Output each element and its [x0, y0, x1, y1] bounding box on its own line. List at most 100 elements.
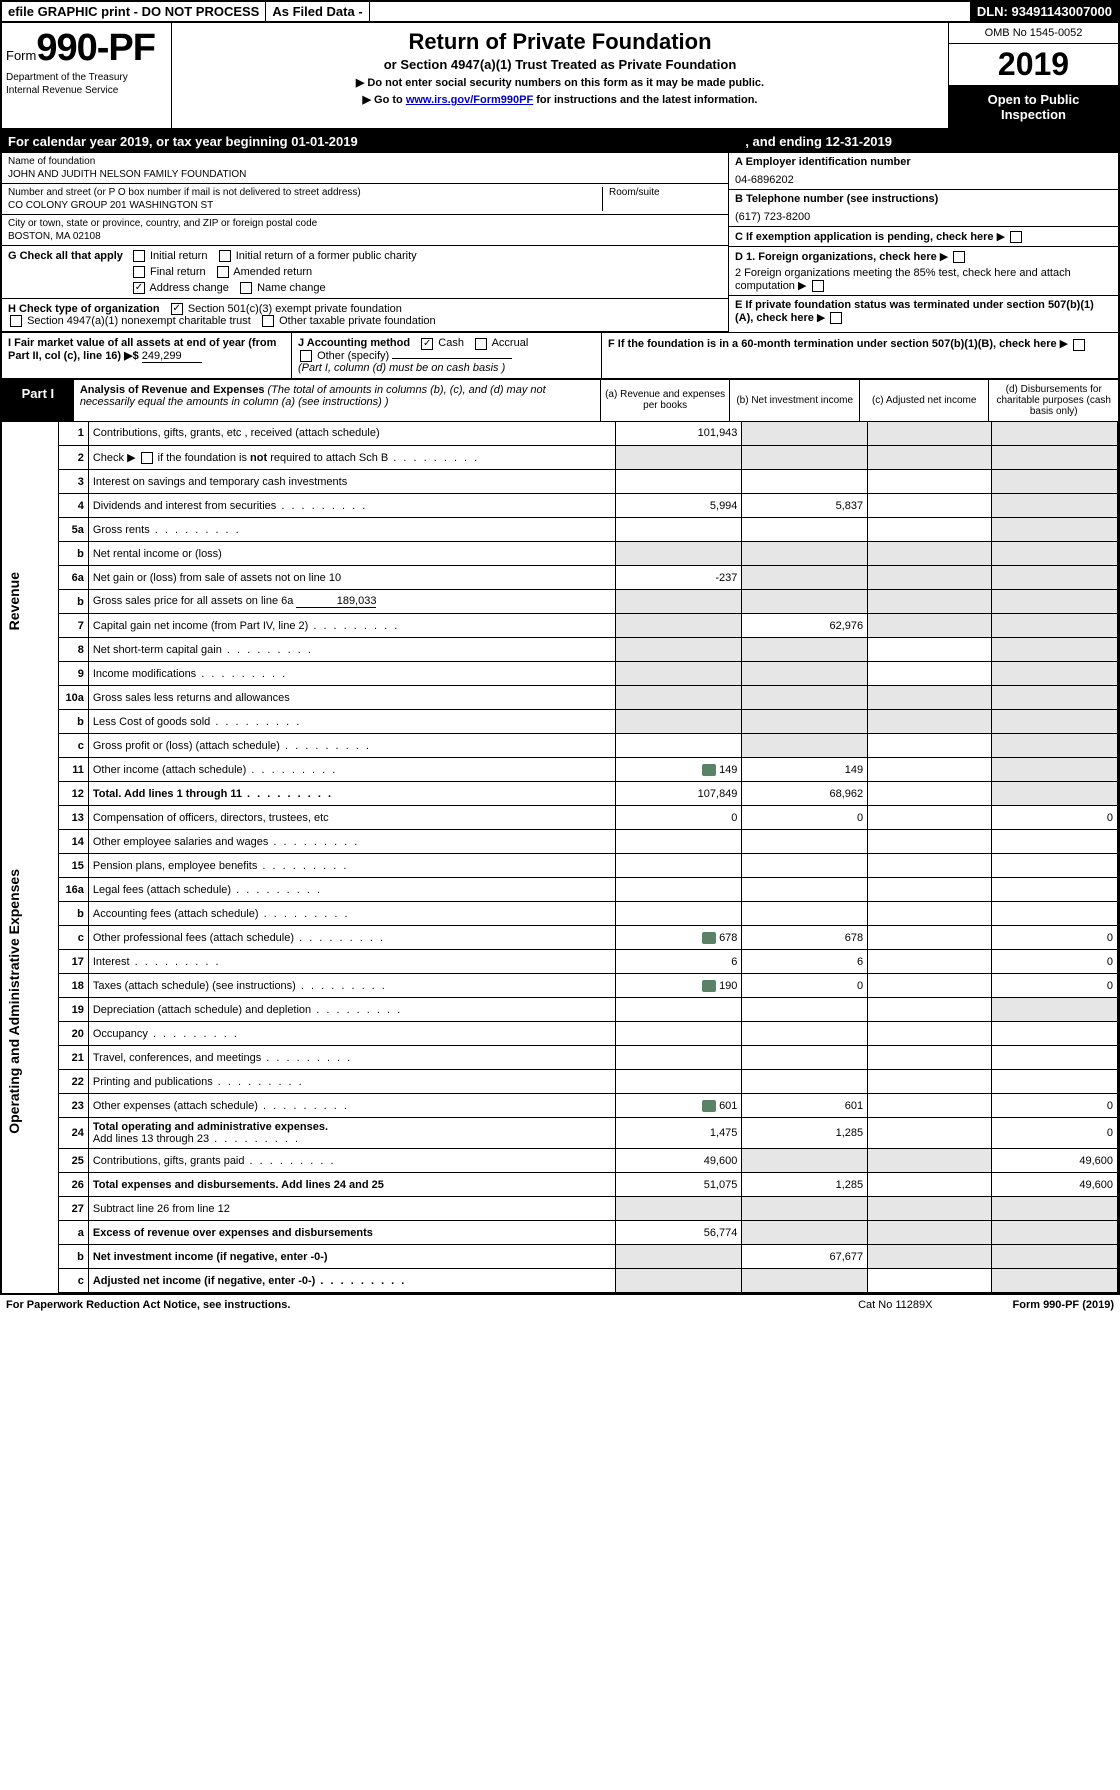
c-checkbox[interactable]	[1010, 231, 1022, 243]
e-checkbox[interactable]	[830, 312, 842, 324]
table-row: 2Check ▶ if the foundation is not requir…	[2, 446, 1118, 470]
g-amended-checkbox[interactable]	[217, 266, 229, 278]
table-row: 16aLegal fees (attach schedule)	[2, 878, 1118, 902]
g-address-checkbox[interactable]: ✓	[133, 282, 145, 294]
ein-cell: A Employer identification number 04-6896…	[729, 153, 1118, 190]
table-row: 26Total expenses and disbursements. Add …	[2, 1173, 1118, 1197]
schb-checkbox[interactable]	[141, 452, 153, 464]
table-row: 9Income modifications	[2, 662, 1118, 686]
table-row: aExcess of revenue over expenses and dis…	[2, 1221, 1118, 1245]
table-row: Revenue 1Contributions, gifts, grants, e…	[2, 422, 1118, 446]
asfiled-label: As Filed Data -	[266, 2, 369, 21]
g-final-checkbox[interactable]	[133, 266, 145, 278]
h-501c3-checkbox[interactable]: ✓	[171, 303, 183, 315]
tax-year: 2019	[949, 44, 1118, 86]
attachment-icon[interactable]	[702, 1100, 716, 1112]
dept-label: Department of the Treasury	[6, 72, 167, 83]
d1-checkbox[interactable]	[953, 251, 965, 263]
calendar-year-row: For calendar year 2019, or tax year begi…	[2, 130, 1118, 153]
top-spacer	[370, 2, 971, 21]
info-grid: Name of foundation JOHN AND JUDITH NELSO…	[2, 153, 1118, 333]
table-row: 20Occupancy	[2, 1022, 1118, 1046]
header-mid: Return of Private Foundation or Section …	[172, 23, 948, 128]
table-row: 5aGross rents	[2, 518, 1118, 542]
g-name-checkbox[interactable]	[240, 282, 252, 294]
header-row: Form990-PF Department of the Treasury In…	[2, 23, 1118, 130]
j-cell: J Accounting method ✓ Cash Accrual Other…	[292, 333, 602, 377]
name-cell: Name of foundation JOHN AND JUDITH NELSO…	[2, 153, 728, 184]
attachment-icon[interactable]	[702, 932, 716, 944]
footer-left: For Paperwork Reduction Act Notice, see …	[6, 1299, 290, 1311]
irs-link[interactable]: www.irs.gov/Form990PF	[406, 94, 533, 106]
table-row: cOther professional fees (attach schedul…	[2, 926, 1118, 950]
header-left: Form990-PF Department of the Treasury In…	[2, 23, 172, 128]
form-word: Form	[6, 48, 36, 63]
table-row: 18Taxes (attach schedule) (see instructi…	[2, 974, 1118, 998]
header-right: OMB No 1545-0052 2019 Open to Public Ins…	[948, 23, 1118, 128]
table-row: 19Depreciation (attach schedule) and dep…	[2, 998, 1118, 1022]
col-c-header: (c) Adjusted net income	[859, 380, 989, 421]
table-row: 12Total. Add lines 1 through 11107,84968…	[2, 782, 1118, 806]
j-accrual-checkbox[interactable]	[475, 338, 487, 350]
f-cell: F If the foundation is in a 60-month ter…	[602, 333, 1118, 377]
city-cell: City or town, state or province, country…	[2, 215, 728, 246]
g-initial-former-checkbox[interactable]	[219, 250, 231, 262]
table-row: 17Interest660	[2, 950, 1118, 974]
top-bar: efile GRAPHIC print - DO NOT PROCESS As …	[2, 2, 1118, 23]
e-cell: E If private foundation status was termi…	[729, 296, 1118, 327]
f-checkbox[interactable]	[1073, 339, 1085, 351]
table-row: 27Subtract line 26 from line 12	[2, 1197, 1118, 1221]
table-row: Operating and Administrative Expenses 13…	[2, 806, 1118, 830]
revenue-label: Revenue	[6, 572, 22, 630]
c-cell: C If exemption application is pending, c…	[729, 227, 1118, 247]
table-row: 8Net short-term capital gain	[2, 638, 1118, 662]
i-cell: I Fair market value of all assets at end…	[2, 333, 292, 377]
info-right: A Employer identification number 04-6896…	[728, 153, 1118, 332]
table-row: cGross profit or (loss) (attach schedule…	[2, 734, 1118, 758]
cal-begin: For calendar year 2019, or tax year begi…	[8, 134, 358, 149]
table-row: 11Other income (attach schedule) 149149	[2, 758, 1118, 782]
table-row: bNet rental income or (loss)	[2, 542, 1118, 566]
table-row: bAccounting fees (attach schedule)	[2, 902, 1118, 926]
attachment-icon[interactable]	[702, 764, 716, 776]
d2-checkbox[interactable]	[812, 280, 824, 292]
address-cell: Number and street (or P O box number if …	[2, 184, 728, 215]
phone-cell: B Telephone number (see instructions) (6…	[729, 190, 1118, 227]
irs-label: Internal Revenue Service	[6, 85, 167, 96]
efile-label: efile GRAPHIC print - DO NOT PROCESS	[2, 2, 266, 21]
cal-end: , and ending 12-31-2019	[745, 134, 892, 149]
form-note2: ▶ Go to www.irs.gov/Form990PF for instru…	[176, 93, 944, 106]
table-row: bLess Cost of goods sold	[2, 710, 1118, 734]
h-row: H Check type of organization ✓ Section 5…	[2, 299, 728, 332]
table-row: 10aGross sales less returns and allowanc…	[2, 686, 1118, 710]
form-number: 990-PF	[36, 27, 155, 69]
info-left: Name of foundation JOHN AND JUDITH NELSO…	[2, 153, 728, 332]
d-cell: D 1. Foreign organizations, check here ▶…	[729, 247, 1118, 296]
col-d-header: (d) Disbursements for charitable purpose…	[988, 380, 1118, 421]
table-row: 15Pension plans, employee benefits	[2, 854, 1118, 878]
inspection-label: Open to Public Inspection	[949, 86, 1118, 128]
table-row: 24Total operating and administrative exp…	[2, 1118, 1118, 1149]
footer-mid: Cat No 11289X	[858, 1299, 932, 1311]
table-row: 14Other employee salaries and wages	[2, 830, 1118, 854]
form-title: Return of Private Foundation	[176, 29, 944, 55]
form-subtitle: or Section 4947(a)(1) Trust Treated as P…	[176, 57, 944, 72]
attachment-icon[interactable]	[702, 980, 716, 992]
table-row: 21Travel, conferences, and meetings	[2, 1046, 1118, 1070]
table-row: 4Dividends and interest from securities5…	[2, 494, 1118, 518]
footer: For Paperwork Reduction Act Notice, see …	[0, 1295, 1120, 1315]
part1-table: Revenue 1Contributions, gifts, grants, e…	[2, 422, 1118, 1294]
g-row: G Check all that apply Initial return In…	[2, 246, 728, 299]
dln-label: DLN: 93491143007000	[971, 2, 1118, 21]
j-cash-checkbox[interactable]: ✓	[421, 338, 433, 350]
table-row: 3Interest on savings and temporary cash …	[2, 470, 1118, 494]
g-initial-checkbox[interactable]	[133, 250, 145, 262]
part1-desc: Analysis of Revenue and Expenses (The to…	[74, 380, 600, 421]
table-row: 7Capital gain net income (from Part IV, …	[2, 614, 1118, 638]
j-other-checkbox[interactable]	[300, 350, 312, 362]
h-4947-checkbox[interactable]	[10, 315, 22, 327]
omb-label: OMB No 1545-0052	[949, 23, 1118, 44]
table-row: 6aNet gain or (loss) from sale of assets…	[2, 566, 1118, 590]
h-other-checkbox[interactable]	[262, 315, 274, 327]
table-row: cAdjusted net income (if negative, enter…	[2, 1269, 1118, 1293]
